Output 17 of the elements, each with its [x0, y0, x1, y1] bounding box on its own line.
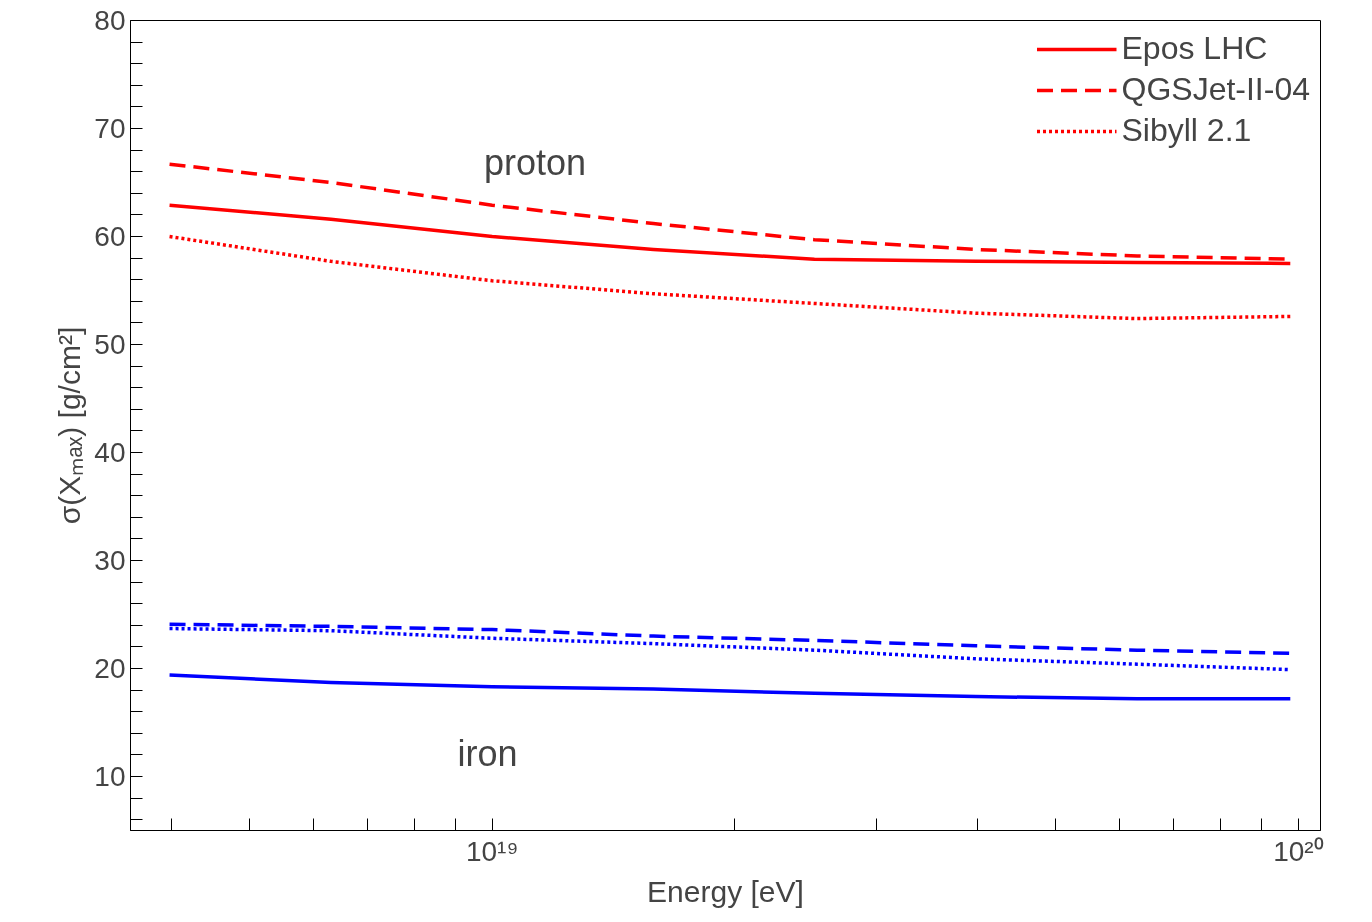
- y-tick-label: 60: [94, 221, 126, 252]
- x-tick-label: 10²⁰: [1273, 835, 1324, 867]
- legend-label: Sibyll 2.1: [1121, 112, 1252, 149]
- annotation: proton: [484, 141, 587, 183]
- y-tick-label: 20: [94, 653, 126, 684]
- y-tick-label: 70: [94, 113, 126, 144]
- y-tick-label: 30: [94, 545, 126, 576]
- x-axis-title: Energy [eV]: [647, 874, 804, 908]
- x-tick-label: 10¹⁹: [465, 835, 519, 867]
- y-axis-title: σ(Xₘₐₓ) [g/cm²]: [53, 326, 87, 525]
- y-tick-label: 50: [94, 329, 126, 360]
- legend-label: QGSJet-II-04: [1121, 71, 1310, 108]
- y-tick-label: 40: [94, 437, 126, 468]
- legend-label: Epos LHC: [1121, 30, 1268, 67]
- annotation: iron: [457, 732, 518, 774]
- y-tick-label: 80: [94, 5, 126, 36]
- y-tick-label: 10: [94, 761, 126, 792]
